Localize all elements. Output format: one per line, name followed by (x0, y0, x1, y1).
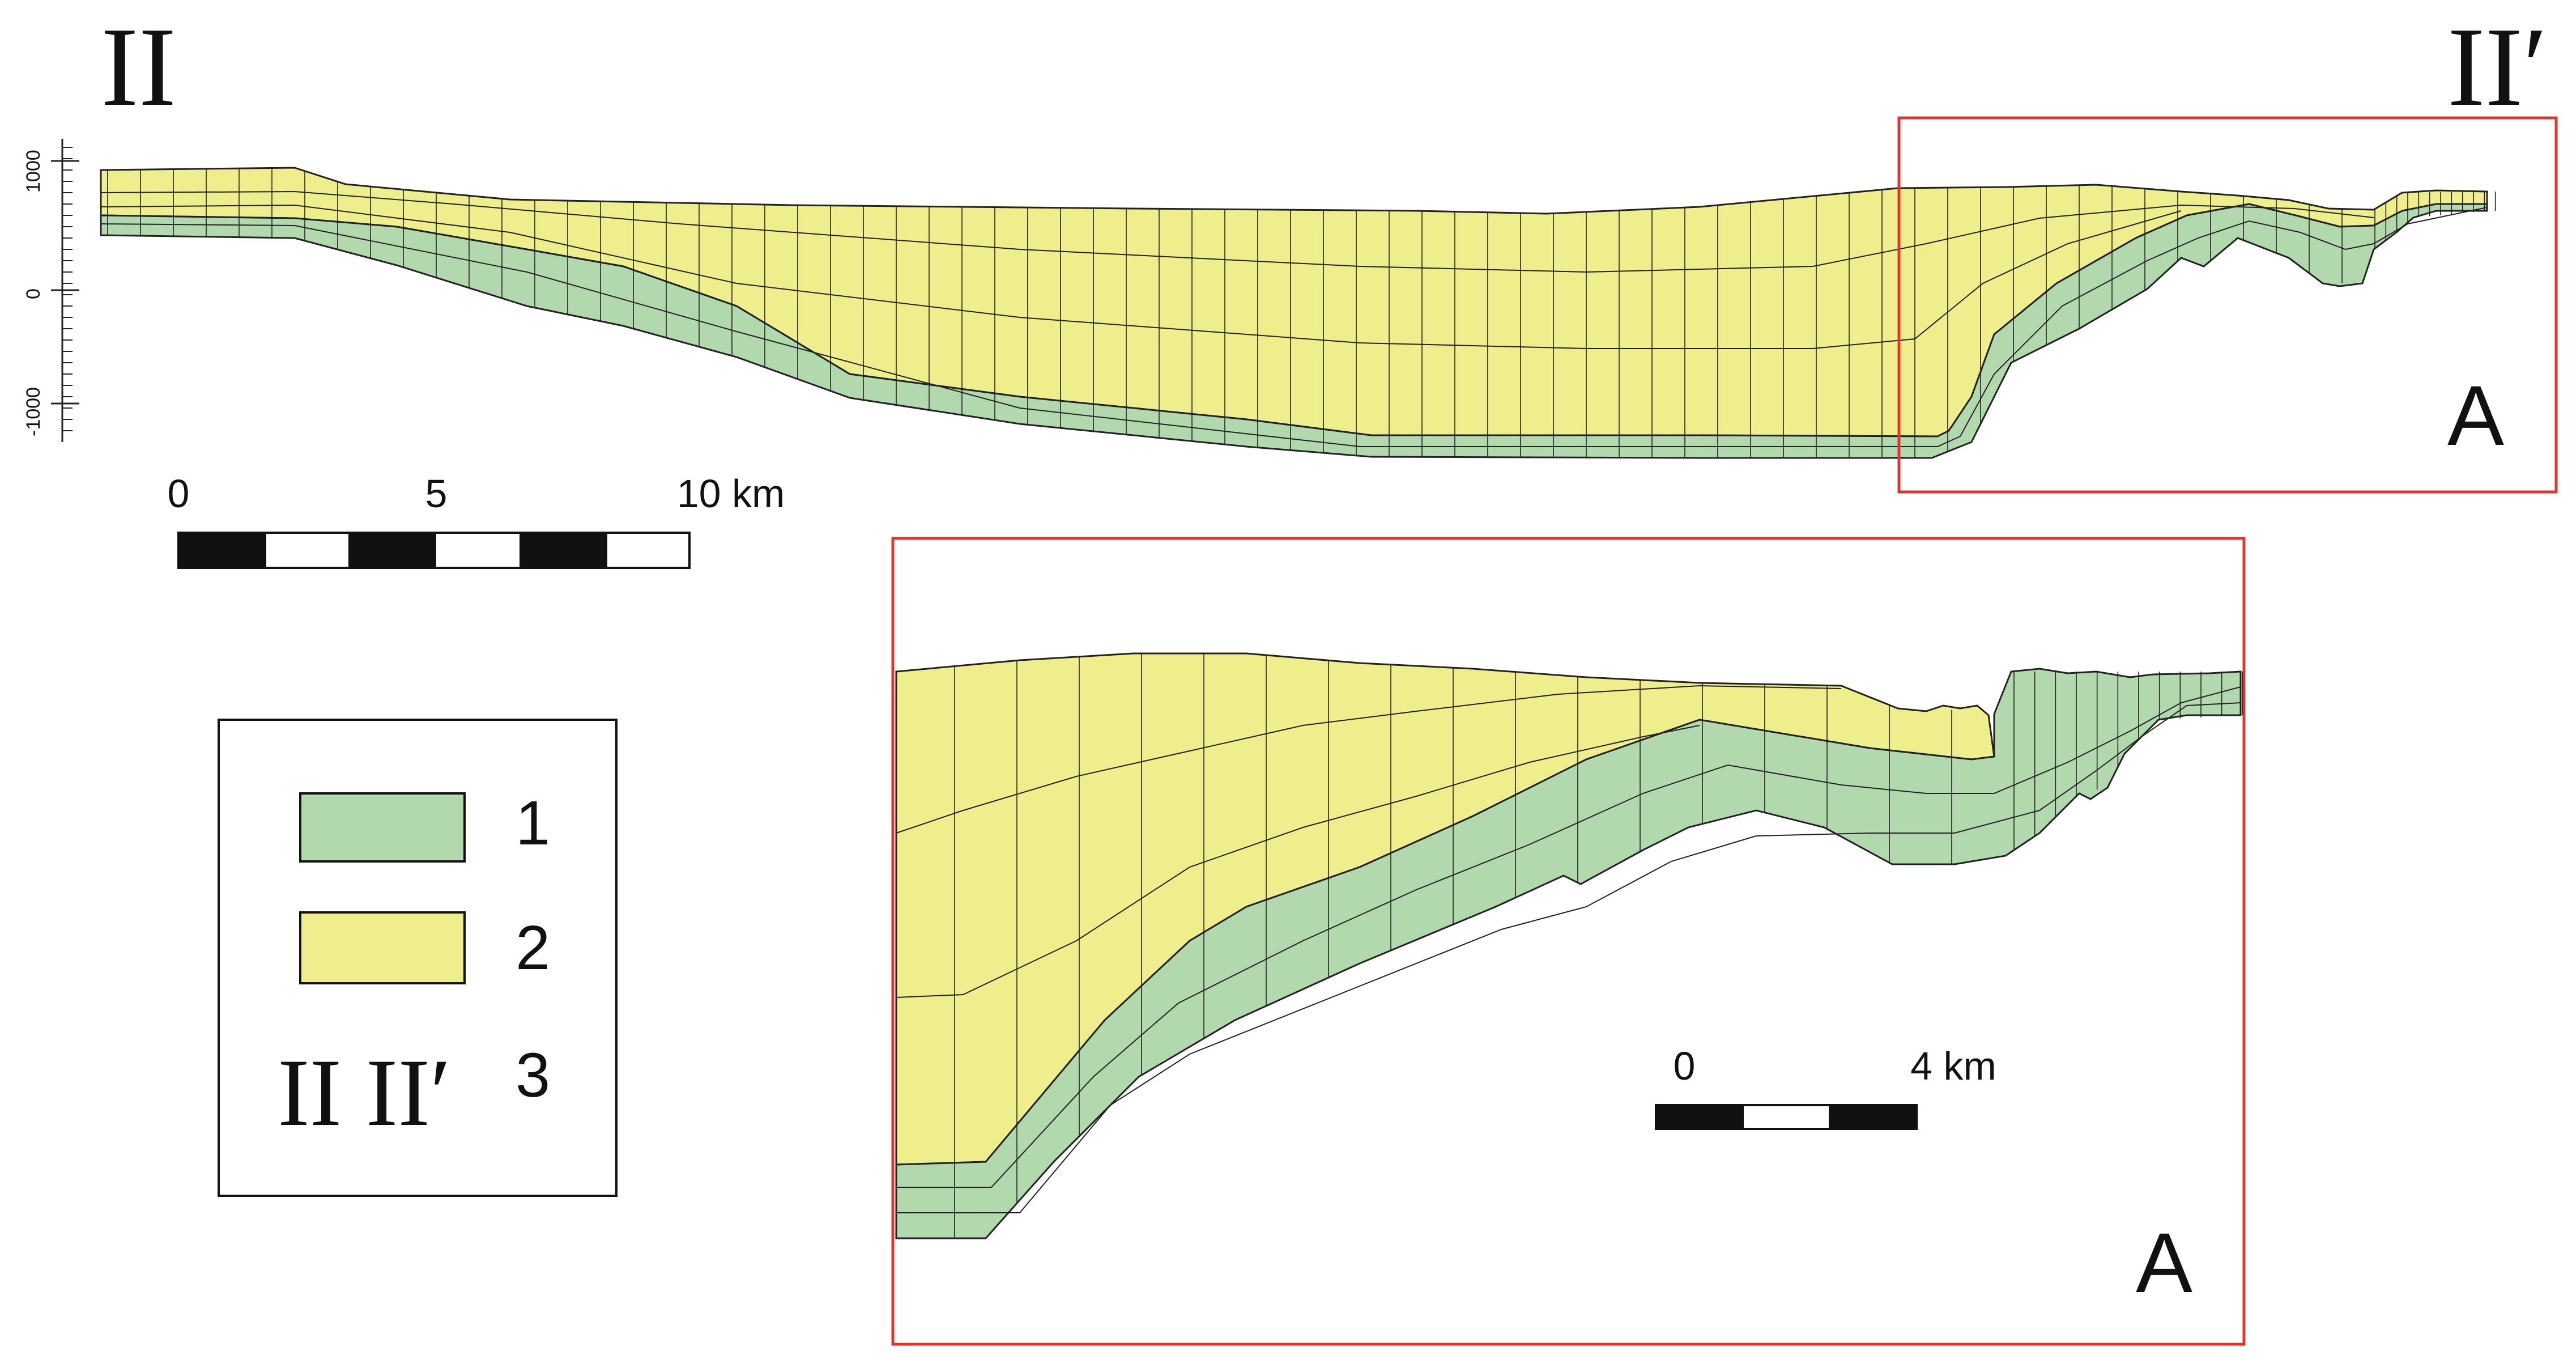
depth-tick-minus-1000: -1000 (23, 387, 44, 436)
inset-scale-label-0: 0 (1674, 1044, 1696, 1088)
inset-section (895, 652, 2243, 1239)
section-start-label: II (101, 5, 176, 130)
unit-1-main-layer (100, 203, 2488, 459)
main-scale-bar (177, 532, 691, 569)
inset-scale-label-4: 4 km (1910, 1044, 1996, 1088)
section-end-label: II′ (2447, 5, 2548, 130)
main-scale-label-0: 0 (168, 472, 190, 516)
main-grid-lines (107, 168, 2496, 458)
inset-scale-bar (1655, 1104, 1918, 1130)
inset-layer-boundaries (896, 685, 2241, 1213)
unit-1-inset-layer (895, 668, 2242, 1239)
detail-frame-label: A (2447, 368, 2504, 463)
depth-axis (51, 139, 79, 442)
unit-2-main-layer (100, 167, 2488, 438)
legend-swatch-1 (299, 792, 466, 863)
inset-label: A (2136, 1215, 2192, 1310)
legend-number-2: 2 (516, 913, 550, 983)
legend-number-3: 3 (516, 1041, 550, 1110)
legend-swatch-2 (299, 911, 466, 984)
legend: 1 2 II II′ 3 (218, 719, 618, 1197)
detail-frame-a (1897, 116, 2558, 494)
inset-grid-lines (954, 653, 2243, 1238)
inset-frame (891, 537, 2246, 1346)
depth-tick-1000: 1000 (23, 150, 44, 193)
depth-tick-0: 0 (23, 288, 44, 299)
main-section (100, 167, 2496, 459)
main-scale-label-10: 10 km (677, 472, 785, 516)
main-scale-label-5: 5 (425, 472, 448, 516)
legend-symbol-3: II II′ (278, 1039, 451, 1146)
legend-number-1: 1 (516, 788, 550, 858)
